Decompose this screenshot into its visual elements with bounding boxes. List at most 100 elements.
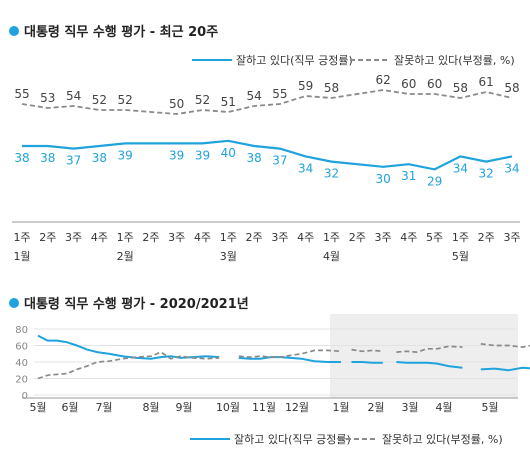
chart2-positive-line [351, 361, 383, 364]
chart1-negative-data-label: 59 [298, 79, 313, 93]
chart1-negative-data-label: 50 [169, 97, 184, 111]
chart2-title: 대통령 직무 수행 평가 - 2020/2021년 [24, 296, 249, 312]
chart1-x-tick-label: 2주 [39, 231, 56, 244]
chart1-positive-data-label: 37 [66, 154, 81, 168]
chart2-x-tick-label: 5월 [29, 401, 46, 414]
chart1-negative-data-label: 52 [118, 93, 133, 107]
chart1-negative-data-label: 60 [427, 77, 442, 91]
chart1-title-dot [9, 26, 19, 36]
chart1-negative-data-label: 52 [195, 93, 210, 107]
chart1-positive-data-label: 31 [401, 169, 416, 183]
chart2-x-tick-label: 6월 [61, 401, 78, 414]
chart2-x-tick-label: 3월 [401, 401, 418, 414]
chart1-negative-data-label: 53 [40, 91, 55, 105]
chart1-x-tick-label: 2주 [142, 231, 159, 244]
chart2-negative-line [351, 348, 383, 353]
chart1-x-tick-label: 1주 [13, 231, 30, 244]
chart2-positive-line [480, 366, 530, 372]
chart2-legend-positive-label: 잘하고 있다(직무 긍정률) [234, 432, 351, 446]
chart1-legend-positive-label: 잘하고 있다(직무 긍정률) [236, 53, 353, 67]
chart1-x-tick-label: 1주 [323, 231, 340, 244]
chart1-negative-data-label: 54 [246, 89, 261, 103]
chart2-legend-negative-label: 잘못하고 있다(부정률, %) [382, 432, 503, 446]
chart2-positive-line [37, 334, 220, 360]
chart1-positive-data-label: 34 [504, 161, 519, 175]
chart2-x-tick-label: 1월 [332, 401, 349, 414]
chart1-negative-data-label: 61 [479, 75, 494, 89]
chart1-legend-negative-label: 잘못하고 있다(부정률, %) [394, 53, 515, 67]
chart1-positive-data-label: 39 [169, 148, 184, 162]
chart2-x-tick-label: 4월 [435, 401, 452, 414]
chart2-positive-line [396, 361, 463, 369]
chart1-x-tick-label: 3주 [65, 231, 82, 244]
chart2-x-tick-label: 5월 [481, 401, 498, 414]
chart2-positive-line [238, 356, 341, 363]
chart1-negative-data-label: 54 [66, 89, 81, 103]
chart1-positive-data-label: 29 [427, 174, 442, 188]
chart1-positive-data-label: 38 [246, 151, 261, 165]
chart1-x-tick-label: 3주 [503, 231, 520, 244]
chart2-x-tick-label: 8월 [142, 401, 159, 414]
chart1-negative-data-label: 55 [272, 87, 287, 101]
chart1-x-tick-label: 1주 [117, 231, 134, 244]
chart1-month-label: 4월 [323, 250, 340, 263]
chart1-x-tick-label: 3주 [271, 231, 288, 244]
chart1-positive-data-label: 39 [118, 148, 133, 162]
chart1-positive-data-label: 34 [453, 161, 468, 175]
chart2-y-tick-label: 80 [15, 325, 28, 336]
chart2-shaded-period [330, 314, 518, 398]
chart2-x-tick-label: 12월 [285, 401, 309, 414]
chart1-positive-data-label: 40 [221, 146, 236, 160]
chart1-negative-data-label: 58 [504, 81, 519, 95]
chart1-month-label: 1월 [13, 250, 30, 263]
chart1-positive-data-label: 38 [40, 151, 55, 165]
chart2-y-tick-label: 20 [15, 375, 28, 386]
chart2-negative-line [480, 343, 530, 348]
chart2-x-tick-label: 10월 [216, 401, 240, 414]
chart2-x-tick-label: 2월 [367, 401, 384, 414]
chart1-positive-data-label: 37 [272, 154, 287, 168]
chart1-positive-data-label: 30 [375, 172, 390, 186]
chart1-x-tick-label: 3주 [168, 231, 185, 244]
chart2-negative-line [396, 345, 463, 353]
chart1-negative-data-label: 52 [92, 93, 107, 107]
chart1-month-label: 5월 [452, 250, 469, 263]
chart1-x-tick-label: 2주 [478, 231, 495, 244]
chart1-positive-data-label: 38 [92, 151, 107, 165]
chart1-title: 대통령 직무 수행 평가 - 최근 20주 [24, 24, 218, 40]
chart1-positive-data-label: 32 [479, 167, 494, 181]
chart2-y-tick-label: 60 [15, 342, 28, 353]
chart2-x-tick-label: 7월 [95, 401, 112, 414]
chart1-month-label: 3월 [220, 250, 237, 263]
chart2-y-tick-label: 0 [22, 391, 28, 402]
chart1-positive-data-label: 38 [14, 151, 29, 165]
chart1-negative-data-label: 58 [324, 81, 339, 95]
chart1-positive-data-label: 34 [298, 161, 313, 175]
chart1-x-tick-label: 4주 [297, 231, 314, 244]
chart2-negative-line [238, 349, 342, 358]
chart1-negative-line [21, 89, 513, 115]
chart1-x-tick-label: 2주 [246, 231, 263, 244]
chart1-x-tick-label: 1주 [452, 231, 469, 244]
chart1-x-tick-label: 3주 [375, 231, 392, 244]
chart1-negative-data-label: 55 [14, 87, 29, 101]
chart1-x-tick-label: 4주 [194, 231, 211, 244]
chart2-title-dot [9, 298, 19, 308]
chart1-negative-data-label: 60 [401, 77, 416, 91]
chart1-x-tick-label: 4주 [91, 231, 108, 244]
chart2-x-tick-label: 11월 [252, 401, 276, 414]
chart1-positive-data-label: 39 [195, 148, 210, 162]
chart1-x-tick-label: 5주 [426, 231, 443, 244]
chart1-positive-data-label: 32 [324, 167, 339, 181]
chart2-negative-line [37, 351, 220, 380]
chart1-negative-data-label: 58 [453, 81, 468, 95]
chart1-month-label: 2월 [117, 250, 134, 263]
chart1-x-tick-label: 2주 [349, 231, 366, 244]
chart1-x-tick-label: 4주 [400, 231, 417, 244]
chart2-y-tick-label: 40 [15, 358, 28, 369]
chart1-x-tick-label: 1주 [220, 231, 237, 244]
chart1-negative-data-label: 62 [375, 73, 390, 87]
chart1-negative-data-label: 51 [221, 95, 236, 109]
chart1-positive-line [22, 139, 513, 171]
